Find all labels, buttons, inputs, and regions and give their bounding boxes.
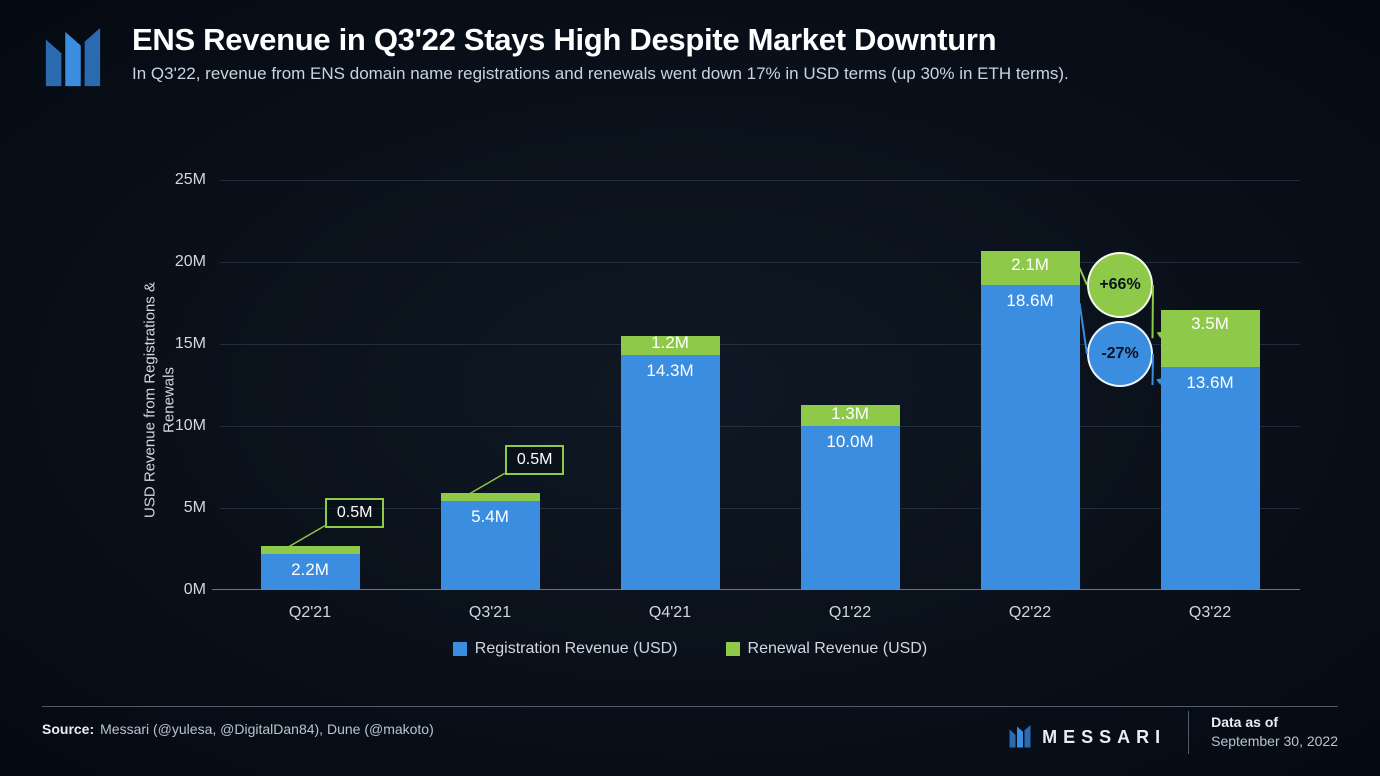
- x-tick-label: Q2'22: [1009, 604, 1051, 622]
- legend-item: Renewal Revenue (USD): [726, 640, 928, 658]
- brand-text: MESSARI: [1042, 727, 1166, 748]
- legend-swatch: [726, 642, 740, 656]
- y-axis-label: USD Revenue from Registrations & Renewal…: [141, 270, 179, 530]
- date-label: Data as of: [1211, 713, 1338, 733]
- plot-area: 0M5M10M15M20M25M2.2MQ2'215.4MQ3'2114.3M1…: [220, 180, 1300, 590]
- legend-label: Registration Revenue (USD): [475, 640, 678, 658]
- y-tick-label: 15M: [175, 335, 206, 353]
- chart: USD Revenue from Registrations & Renewal…: [80, 160, 1320, 640]
- legend-swatch: [453, 642, 467, 656]
- source-label: Source:: [42, 721, 94, 737]
- header: ENS Revenue in Q3'22 Stays High Despite …: [42, 22, 1340, 90]
- x-tick-label: Q2'21: [289, 604, 331, 622]
- date-value: September 30, 2022: [1211, 732, 1338, 752]
- x-tick-label: Q4'21: [649, 604, 691, 622]
- messari-logo-small-icon: [1008, 725, 1032, 749]
- y-tick-label: 20M: [175, 253, 206, 271]
- y-tick-label: 10M: [175, 417, 206, 435]
- legend-label: Renewal Revenue (USD): [748, 640, 928, 658]
- pct-change-arrow: [220, 180, 1300, 590]
- footer: Source: Messari (@yulesa, @DigitalDan84)…: [42, 706, 1338, 754]
- legend: Registration Revenue (USD) Renewal Revenu…: [0, 640, 1380, 658]
- messari-logo-icon: [42, 28, 104, 90]
- y-tick-label: 0M: [184, 581, 206, 599]
- chart-subtitle: In Q3'22, revenue from ENS domain name r…: [132, 64, 1340, 84]
- x-tick-label: Q3'21: [469, 604, 511, 622]
- y-tick-label: 25M: [175, 171, 206, 189]
- x-tick-label: Q1'22: [829, 604, 871, 622]
- y-tick-label: 5M: [184, 499, 206, 517]
- footer-source: Source: Messari (@yulesa, @DigitalDan84)…: [42, 721, 434, 737]
- footer-brand: MESSARI: [1008, 725, 1166, 749]
- x-tick-label: Q3'22: [1189, 604, 1231, 622]
- source-text: Messari (@yulesa, @DigitalDan84), Dune (…: [100, 721, 434, 737]
- footer-date: Data as of September 30, 2022: [1188, 711, 1338, 754]
- legend-item: Registration Revenue (USD): [453, 640, 678, 658]
- chart-title: ENS Revenue in Q3'22 Stays High Despite …: [132, 22, 1340, 58]
